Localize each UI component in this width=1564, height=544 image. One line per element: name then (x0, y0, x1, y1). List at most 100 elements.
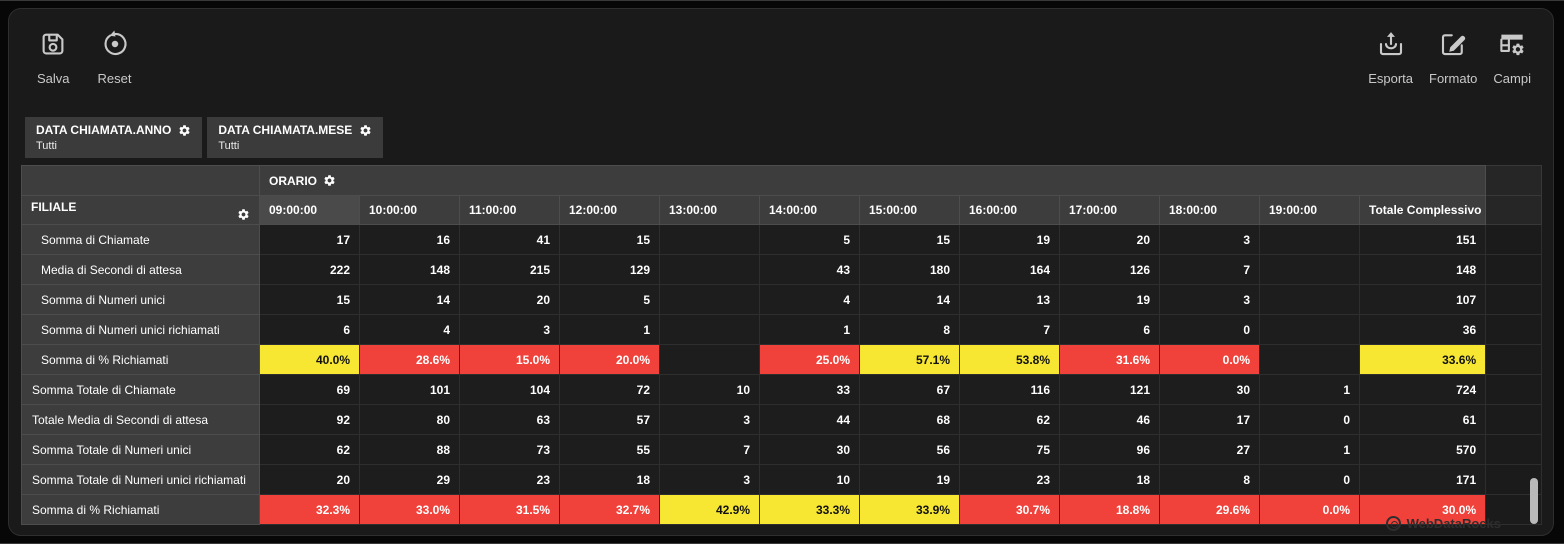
value-cell[interactable]: 101 (359, 374, 460, 405)
value-cell[interactable]: 23 (459, 464, 560, 495)
value-cell[interactable]: 14 (859, 284, 960, 315)
percent-cell[interactable]: 15.0% (459, 344, 560, 375)
row-header[interactable]: Somma Totale di Chiamate (21, 374, 260, 405)
value-cell[interactable]: 36 (1358, 314, 1487, 345)
percent-cell[interactable]: 40.0% (259, 344, 360, 375)
percent-cell[interactable]: 31.6% (1059, 344, 1160, 375)
value-cell[interactable]: 72 (559, 374, 660, 405)
value-cell[interactable]: 0 (1259, 464, 1360, 495)
column-header[interactable]: 10:00:00 (359, 195, 460, 225)
value-cell[interactable] (1259, 284, 1360, 315)
value-cell[interactable]: 0 (1159, 314, 1260, 345)
value-cell[interactable]: 148 (1358, 254, 1487, 285)
gear-icon[interactable] (323, 174, 336, 187)
value-cell[interactable]: 3 (1159, 224, 1260, 255)
percent-cell[interactable]: 33.9% (859, 494, 960, 525)
percent-cell[interactable]: 32.7% (559, 494, 660, 525)
value-cell[interactable]: 68 (859, 404, 960, 435)
value-cell[interactable]: 20 (1059, 224, 1160, 255)
filter-value[interactable]: Tutti (218, 140, 240, 152)
value-cell[interactable]: 67 (859, 374, 960, 405)
percent-cell[interactable]: 0.0% (1159, 344, 1260, 375)
column-header[interactable]: 17:00:00 (1059, 195, 1160, 225)
value-cell[interactable]: 107 (1358, 284, 1487, 315)
column-header[interactable]: 09:00:00 (259, 195, 360, 225)
value-cell[interactable]: 96 (1059, 434, 1160, 465)
row-header[interactable]: Somma di Numeri unici richiamati (21, 314, 260, 345)
value-cell[interactable]: 104 (459, 374, 560, 405)
column-header[interactable]: 12:00:00 (559, 195, 660, 225)
value-cell[interactable]: 62 (959, 404, 1060, 435)
percent-cell[interactable]: 33.3% (759, 494, 860, 525)
value-cell[interactable]: 3 (659, 464, 760, 495)
column-header[interactable]: 15:00:00 (859, 195, 960, 225)
value-cell[interactable]: 1 (1259, 374, 1360, 405)
row-header[interactable]: Somma di % Richiamati (21, 494, 260, 525)
value-cell[interactable]: 15 (559, 224, 660, 255)
value-cell[interactable]: 10 (759, 464, 860, 495)
percent-cell[interactable]: 25.0% (759, 344, 860, 375)
value-cell[interactable]: 215 (459, 254, 560, 285)
value-cell[interactable]: 62 (259, 434, 360, 465)
value-cell[interactable]: 30 (1159, 374, 1260, 405)
value-cell[interactable]: 92 (259, 404, 360, 435)
row-header[interactable]: Somma Totale di Numeri unici (21, 434, 260, 465)
value-cell[interactable]: 20 (459, 284, 560, 315)
column-header[interactable]: 11:00:00 (459, 195, 560, 225)
value-cell[interactable]: 30 (759, 434, 860, 465)
row-header[interactable]: Media di Secondi di attesa (21, 254, 260, 285)
value-cell[interactable]: 1 (559, 314, 660, 345)
value-cell[interactable]: 171 (1358, 464, 1487, 495)
value-cell[interactable]: 5 (559, 284, 660, 315)
export-button[interactable]: Esporta (1368, 29, 1413, 86)
value-cell[interactable]: 14 (359, 284, 460, 315)
save-button[interactable]: Salva (37, 29, 70, 86)
filter-value[interactable]: Tutti (36, 140, 57, 152)
value-cell[interactable]: 16 (359, 224, 460, 255)
value-cell[interactable]: 20 (259, 464, 360, 495)
value-cell[interactable]: 222 (259, 254, 360, 285)
column-header[interactable]: 16:00:00 (959, 195, 1060, 225)
percent-cell[interactable]: 20.0% (559, 344, 660, 375)
value-cell[interactable] (659, 284, 760, 315)
value-cell[interactable]: 43 (759, 254, 860, 285)
value-cell[interactable]: 3 (459, 314, 560, 345)
value-cell[interactable]: 10 (659, 374, 760, 405)
value-cell[interactable]: 27 (1159, 434, 1260, 465)
value-cell[interactable]: 19 (1059, 284, 1160, 315)
value-cell[interactable]: 126 (1059, 254, 1160, 285)
value-cell[interactable]: 18 (559, 464, 660, 495)
value-cell[interactable]: 56 (859, 434, 960, 465)
value-cell[interactable]: 3 (659, 404, 760, 435)
percent-cell[interactable]: 53.8% (959, 344, 1060, 375)
value-cell[interactable]: 4 (759, 284, 860, 315)
percent-cell[interactable]: 42.9% (659, 494, 760, 525)
reset-button[interactable]: Reset (98, 29, 132, 86)
value-cell[interactable]: 8 (859, 314, 960, 345)
percent-cell[interactable]: 30.0% (1358, 494, 1487, 525)
percent-cell[interactable]: 29.6% (1159, 494, 1260, 525)
column-group-header-orario[interactable]: ORARIO (258, 165, 1487, 196)
value-cell[interactable] (659, 254, 760, 285)
value-cell[interactable]: 4 (359, 314, 460, 345)
value-cell[interactable]: 75 (959, 434, 1060, 465)
value-cell[interactable]: 5 (759, 224, 860, 255)
value-cell[interactable] (659, 224, 760, 255)
value-cell[interactable]: 41 (459, 224, 560, 255)
value-cell[interactable]: 61 (1358, 404, 1487, 435)
value-cell[interactable]: 7 (1159, 254, 1260, 285)
value-cell[interactable]: 17 (259, 224, 360, 255)
value-cell[interactable]: 121 (1059, 374, 1160, 405)
value-cell[interactable]: 7 (959, 314, 1060, 345)
value-cell[interactable]: 15 (859, 224, 960, 255)
value-cell[interactable]: 63 (459, 404, 560, 435)
percent-cell[interactable]: 30.7% (959, 494, 1060, 525)
value-cell[interactable]: 8 (1159, 464, 1260, 495)
value-cell[interactable]: 116 (959, 374, 1060, 405)
row-header[interactable]: Somma Totale di Numeri unici richiamati (21, 464, 260, 495)
column-header[interactable]: 14:00:00 (759, 195, 860, 225)
value-cell[interactable] (659, 314, 760, 345)
percent-cell[interactable]: 33.0% (359, 494, 460, 525)
value-cell[interactable]: 3 (1159, 284, 1260, 315)
value-cell[interactable]: 180 (859, 254, 960, 285)
